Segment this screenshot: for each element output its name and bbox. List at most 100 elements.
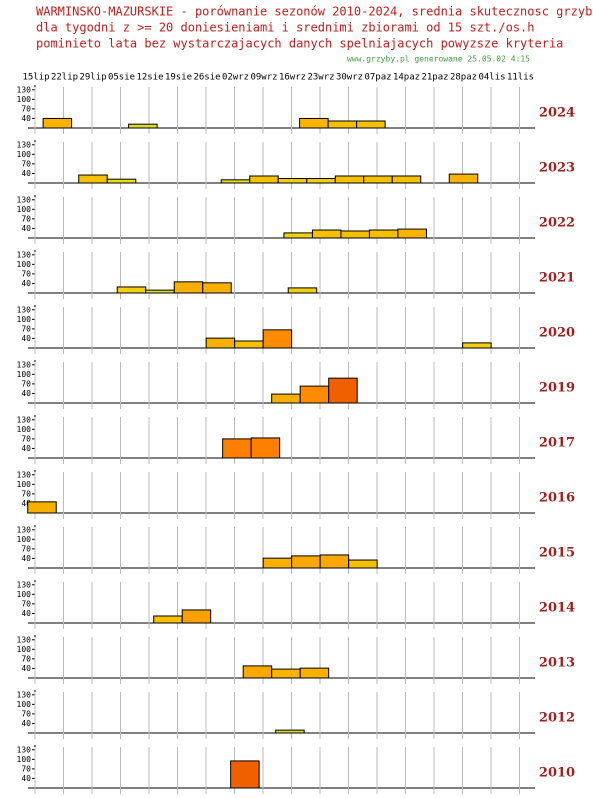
y-tick-label: 70: [21, 324, 31, 333]
bar: [222, 438, 252, 459]
y-tick-label: 70: [21, 269, 31, 278]
y-tick-label: 40: [21, 389, 31, 398]
year-label: 2016: [539, 491, 575, 506]
y-tick-label: 40: [21, 114, 31, 123]
y-tick-label: 130: [17, 580, 32, 589]
bar: [397, 228, 427, 239]
bar: [319, 554, 350, 569]
y-tick-label: 70: [21, 159, 31, 168]
year-label: 2021: [539, 271, 575, 286]
y-tick-label: 130: [17, 690, 32, 699]
y-tick-label: 70: [21, 709, 31, 718]
x-tick-label: 30wrz: [336, 73, 363, 83]
bar: [128, 123, 158, 129]
bar: [249, 175, 279, 184]
y-tick-label: 40: [21, 224, 31, 233]
bar: [299, 667, 330, 679]
bar: [334, 175, 365, 184]
bar: [42, 117, 73, 129]
y-tick-label: 70: [21, 214, 31, 223]
y-tick-label: 130: [17, 305, 32, 314]
bar: [275, 729, 305, 734]
bar: [250, 437, 281, 459]
y-tick-label: 130: [17, 195, 32, 204]
bar: [202, 282, 232, 294]
y-tick-label: 100: [17, 755, 32, 764]
bar: [283, 232, 313, 239]
x-tick-label: 29lip: [79, 73, 106, 83]
y-tick-label: 100: [17, 205, 32, 214]
y-tick-label: 100: [17, 95, 32, 104]
header-line: WARMINSKO-MAZURSKIE - porównanie sezonów…: [36, 5, 593, 19]
year-label: 2024: [539, 106, 575, 121]
x-tick-label: 16wrz: [279, 73, 306, 83]
bar: [306, 178, 336, 184]
y-tick-label: 70: [21, 104, 31, 113]
header-line: dla tygodni z >= 20 doniesieniami i sred…: [36, 21, 535, 35]
y-tick-label: 100: [17, 480, 32, 489]
y-tick-label: 100: [17, 535, 32, 544]
y-tick-label: 130: [17, 85, 32, 94]
bar: [27, 501, 57, 514]
y-tick-label: 70: [21, 599, 31, 608]
bar: [363, 175, 393, 184]
y-tick-label: 100: [17, 590, 32, 599]
year-label: 2022: [539, 216, 575, 231]
x-tick-label: 04lis: [478, 73, 505, 83]
bar: [153, 615, 183, 624]
bar: [311, 229, 342, 239]
y-tick-label: 70: [21, 379, 31, 388]
y-tick-label: 70: [21, 434, 31, 443]
bar: [205, 337, 236, 349]
y-tick-label: 130: [17, 360, 32, 369]
bar: [277, 178, 308, 184]
y-tick-label: 40: [21, 169, 31, 178]
y-tick-label: 70: [21, 764, 31, 773]
y-tick-label: 40: [21, 609, 31, 618]
year-label: 2015: [539, 546, 575, 561]
y-tick-label: 40: [21, 554, 31, 563]
y-tick-label: 40: [21, 279, 31, 288]
year-label: 2020: [539, 326, 575, 341]
bar: [356, 120, 386, 129]
y-tick-label: 40: [21, 444, 31, 453]
y-tick-label: 100: [17, 425, 32, 434]
y-tick-label: 70: [21, 654, 31, 663]
bar: [106, 178, 137, 184]
y-tick-label: 100: [17, 645, 32, 654]
x-tick-label: 28paz: [450, 73, 477, 83]
bar: [220, 179, 251, 184]
x-tick-label: 22lip: [51, 73, 78, 83]
bar: [327, 120, 358, 129]
bar: [262, 329, 293, 349]
x-tick-label: 14paz: [393, 73, 420, 83]
x-tick-label: 05sie: [108, 73, 135, 83]
bar: [391, 175, 422, 184]
year-label: 2019: [539, 381, 575, 396]
y-tick-label: 130: [17, 635, 32, 644]
bar: [340, 230, 370, 239]
bar: [234, 340, 264, 349]
header-line: pominieto lata bez wystarczajacych danyc…: [36, 37, 563, 51]
bar: [262, 557, 293, 569]
y-tick-label: 40: [21, 664, 31, 673]
y-tick-label: 130: [17, 525, 32, 534]
x-tick-label: 11lis: [507, 73, 534, 83]
x-tick-label: 19sie: [165, 73, 192, 83]
y-tick-label: 100: [17, 700, 32, 709]
year-label: 2012: [539, 711, 575, 726]
y-tick-label: 70: [21, 489, 31, 498]
y-tick-label: 40: [21, 334, 31, 343]
y-tick-label: 130: [17, 250, 32, 259]
y-tick-label: 100: [17, 370, 32, 379]
year-label: 2010: [539, 766, 575, 781]
bar: [287, 287, 318, 294]
y-tick-label: 40: [21, 719, 31, 728]
y-tick-label: 100: [17, 260, 32, 269]
bar: [299, 385, 330, 404]
bar: [181, 609, 212, 624]
x-tick-label: 09wrz: [250, 73, 277, 83]
bar: [448, 173, 479, 184]
x-tick-label: 21paz: [421, 73, 448, 83]
year-label: 2013: [539, 656, 575, 671]
